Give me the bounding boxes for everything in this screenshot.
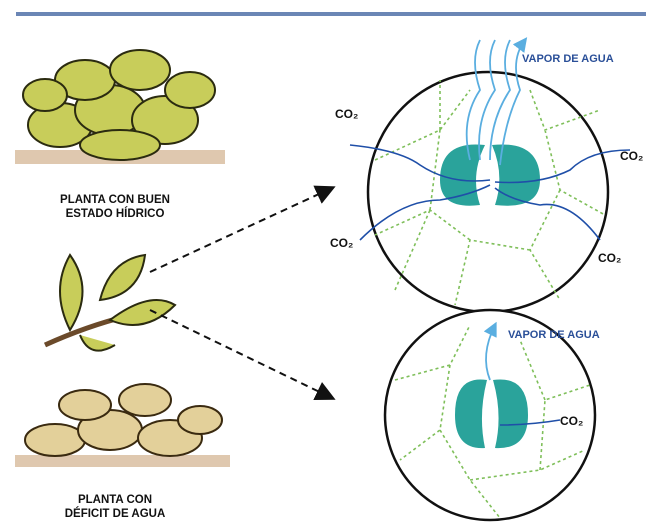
label: PLANTA CON: [78, 494, 152, 506]
label: ESTADO HÍDRICO: [66, 207, 165, 220]
co2-label: CO₂: [330, 236, 353, 250]
closed-stoma-view: [383, 308, 597, 522]
healthy-plant: [15, 49, 225, 164]
vapor-label: VAPOR DE AGUA: [508, 329, 600, 341]
arrow: [149, 185, 336, 273]
co2-label: CO₂: [560, 414, 583, 428]
arrow: [149, 309, 336, 401]
label: PLANTA CON BUEN: [60, 194, 170, 206]
leaf-sprig: [43, 253, 177, 352]
co2-label: CO₂: [598, 251, 621, 265]
co2-label: CO₂: [620, 149, 643, 163]
open-stoma-view: [349, 40, 631, 314]
co2-label: CO₂: [335, 107, 358, 121]
deficit-plant: [15, 383, 230, 467]
top-bar: [16, 12, 646, 16]
vapor-label: VAPOR DE AGUA: [522, 53, 614, 65]
label: DÉFICIT DE AGUA: [65, 507, 166, 520]
